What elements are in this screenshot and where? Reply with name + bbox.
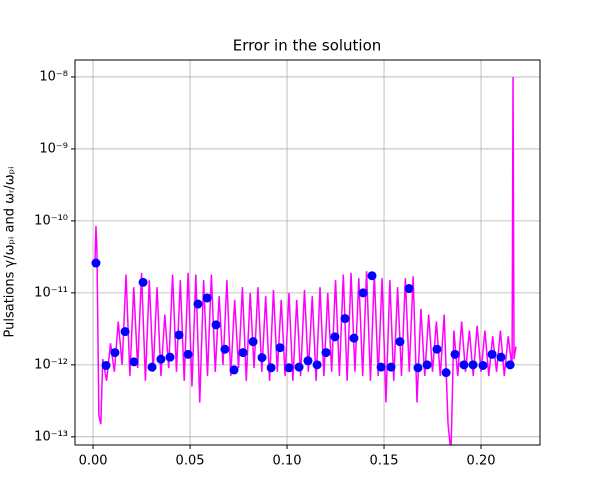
x-tick-label: 0.15 — [370, 454, 399, 469]
plot-area — [91, 76, 517, 445]
y-tick-label: 10⁻⁸ — [39, 69, 68, 84]
x-tick-label: 0.20 — [467, 454, 496, 469]
y-tick-label: 10⁻¹² — [34, 357, 68, 372]
x-tick-label: 0.05 — [176, 454, 205, 469]
y-axis-label: Pulsations γ/ωₚᵢ and ωᵣ/ωₚᵢ — [3, 167, 18, 338]
data-point — [468, 360, 478, 370]
data-point — [248, 337, 258, 347]
data-point — [303, 356, 313, 366]
data-point — [432, 344, 442, 354]
data-point — [367, 271, 377, 281]
data-point — [165, 352, 175, 362]
data-point — [220, 344, 230, 354]
data-point — [193, 299, 203, 309]
y-tick-label: 10⁻¹⁰ — [34, 213, 68, 228]
data-point — [441, 368, 451, 378]
data-point — [330, 332, 340, 342]
data-point — [202, 293, 212, 303]
y-tick-label: 10⁻¹³ — [34, 429, 68, 444]
data-point — [505, 360, 515, 370]
data-point — [450, 349, 460, 359]
data-point — [129, 357, 139, 367]
data-point — [487, 349, 497, 359]
data-point — [257, 353, 267, 363]
data-point — [422, 360, 432, 370]
data-point — [110, 348, 120, 358]
data-point — [147, 362, 157, 372]
data-point — [101, 360, 111, 370]
data-point — [496, 352, 506, 362]
data-point — [312, 360, 322, 370]
x-tick-label: 0.10 — [273, 454, 302, 469]
data-point — [386, 362, 396, 372]
data-point — [183, 349, 193, 359]
data-point — [321, 348, 331, 358]
chart-title: Error in the solution — [233, 37, 382, 55]
data-point — [459, 360, 469, 370]
data-point — [376, 362, 386, 372]
data-line — [94, 76, 517, 445]
data-point — [404, 284, 414, 294]
x-tick-label: 0.00 — [79, 454, 108, 469]
y-tick-label: 10⁻¹¹ — [34, 285, 68, 300]
data-point — [413, 363, 423, 373]
data-point — [275, 343, 285, 353]
data-point — [120, 327, 130, 337]
data-point — [91, 258, 101, 268]
data-point — [349, 333, 359, 343]
data-point — [284, 363, 294, 373]
data-point — [395, 337, 405, 347]
data-point — [340, 314, 350, 324]
data-point — [211, 320, 221, 330]
y-tick-label: 10⁻⁹ — [39, 141, 68, 156]
data-point — [229, 365, 239, 375]
data-point — [138, 277, 148, 287]
data-point — [294, 362, 304, 372]
data-point — [358, 288, 368, 298]
data-point — [478, 360, 488, 370]
data-point — [238, 348, 248, 358]
plot-frame — [74, 59, 541, 446]
data-point — [156, 354, 166, 364]
data-point — [174, 330, 184, 340]
data-point — [266, 363, 276, 373]
